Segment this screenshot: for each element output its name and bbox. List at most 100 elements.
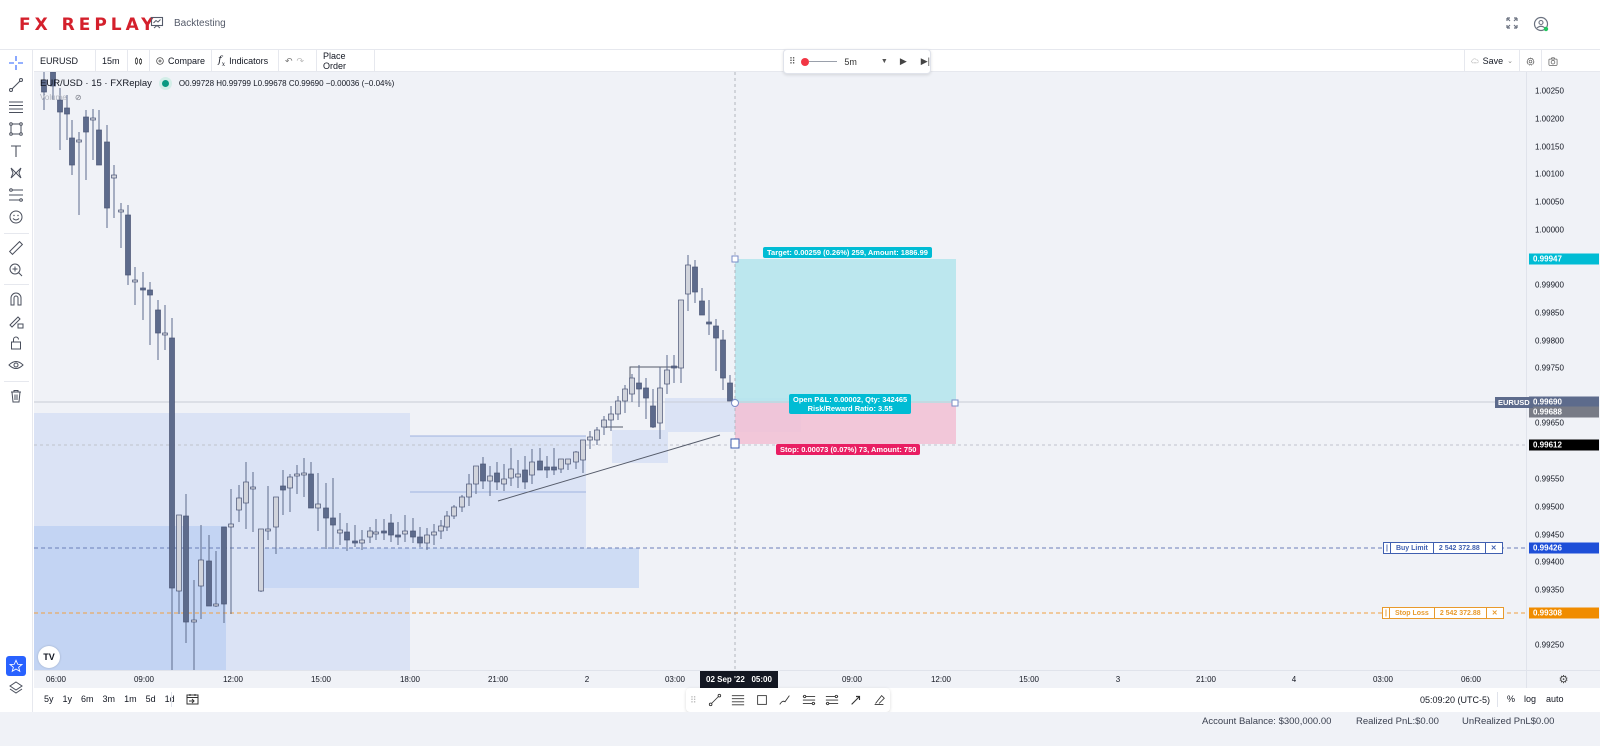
time-label: 21:00 (487, 675, 509, 684)
eye-icon[interactable] (6, 356, 26, 374)
fullscreen-icon[interactable] (1504, 16, 1520, 32)
eye-hidden-icon[interactable]: ⊘ (74, 93, 82, 102)
text-icon[interactable] (6, 142, 26, 160)
time-axis[interactable]: 06:00 09:00 12:00 15:00 18:00 21:00 2 03:00 09:0… (34, 670, 1526, 688)
trash-icon[interactable] (6, 387, 26, 405)
candle (206, 560, 212, 607)
price-tag: 0.99612 (1529, 439, 1599, 451)
target-zone[interactable] (735, 259, 956, 403)
order-qty[interactable]: 2 542 372.88 (1434, 543, 1486, 553)
emoji-icon[interactable] (6, 208, 26, 226)
lock-drawings-icon[interactable] (6, 312, 26, 330)
candle (622, 388, 628, 402)
close-order-icon[interactable]: ✕ (1491, 610, 1498, 617)
pattern-icon[interactable] (6, 164, 26, 182)
range-3m[interactable]: 3m (102, 694, 116, 704)
candle (359, 539, 365, 544)
legend-title[interactable]: EUR/USD · 15 · FXReplay (40, 78, 152, 89)
range-5y[interactable]: 5y (44, 694, 54, 704)
time-label: 3 (1115, 675, 1121, 684)
play-icon[interactable]: ▶ (899, 56, 907, 66)
horizontal-lines-icon[interactable] (6, 98, 26, 116)
price-label: 1.00150 (1535, 142, 1564, 152)
range-1m[interactable]: 1m (124, 694, 137, 704)
symbol-search[interactable]: EURUSD (34, 50, 96, 72)
lock-icon[interactable] (6, 334, 26, 352)
zoom-in-icon[interactable] (6, 261, 26, 279)
candle (323, 507, 329, 519)
trend-line[interactable] (497, 434, 721, 502)
price-tag: 0.99688 (1529, 406, 1599, 418)
crosshair-icon[interactable] (6, 54, 26, 72)
go-to-date-icon[interactable] (186, 693, 199, 707)
order-qty[interactable]: 2 542 372.88 (1435, 608, 1487, 618)
candle (678, 299, 684, 369)
indicators-button[interactable]: fx Indicators (212, 50, 279, 72)
place-order-button[interactable]: Place Order (317, 50, 375, 72)
range-5d[interactable]: 5d (145, 694, 156, 704)
magnet-icon[interactable] (6, 290, 26, 308)
fib-tool-icon[interactable] (6, 186, 26, 204)
screenshot-button[interactable] (1542, 50, 1564, 72)
range-6m[interactable]: 6m (81, 694, 94, 704)
candle (580, 439, 586, 461)
stop-loss-order[interactable]: | Stop Loss 2 542 372.88 ✕ (1382, 607, 1504, 619)
candle (551, 466, 557, 471)
range-1d[interactable]: 1d (164, 694, 175, 704)
short-position-icon[interactable] (821, 689, 843, 711)
parallel-channel-icon[interactable] (727, 689, 749, 711)
save-button[interactable]: Save ⌄ (1464, 50, 1520, 72)
camera-icon (1548, 56, 1558, 66)
candlestick-chart[interactable] (34, 72, 1526, 670)
long-position-icon[interactable] (798, 689, 820, 711)
candle (601, 419, 607, 428)
clock-time[interactable]: 05:09:20 (UTC-5) (1420, 695, 1491, 705)
layers-icon[interactable] (6, 679, 26, 697)
trend-line-icon[interactable] (704, 689, 726, 711)
range-1y[interactable]: 1y (62, 694, 73, 704)
drag-handle-icon[interactable]: ⠿ (690, 694, 697, 705)
undo-icon[interactable]: ↶ (285, 55, 293, 66)
volume-indicator-label[interactable]: Volume ⊘ (40, 93, 82, 102)
percent-toggle[interactable]: % (1507, 694, 1516, 704)
auto-toggle[interactable]: auto (1546, 694, 1564, 704)
buy-limit-order[interactable]: | Buy Limit 2 542 372.88 ✕ (1383, 542, 1503, 554)
compare-button[interactable]: Compare (150, 50, 212, 72)
arrow-icon[interactable] (845, 689, 867, 711)
candle (713, 325, 719, 339)
settings-button[interactable] (1520, 50, 1542, 72)
replay-speed[interactable]: 5m (844, 56, 857, 67)
speed-dropdown-icon[interactable]: ▼ (880, 58, 888, 65)
brush-icon[interactable] (774, 689, 796, 711)
chart-type-button[interactable] (128, 50, 150, 72)
candle (381, 530, 387, 534)
tradingview-logo[interactable]: TV (38, 646, 60, 668)
nav-backtesting[interactable]: Backtesting (150, 16, 226, 30)
step-forward-icon[interactable]: ▶| (920, 56, 930, 66)
price-label: 0.99250 (1535, 640, 1564, 650)
candle (228, 523, 234, 528)
chart-canvas[interactable]: EUR/USD · 15 · FXReplay O0.99728 H0.9979… (34, 72, 1526, 670)
rectangle-icon[interactable] (751, 689, 773, 711)
ruler-icon[interactable] (6, 239, 26, 257)
candle (473, 465, 479, 485)
favorites-star-icon[interactable] (6, 656, 26, 676)
candle (573, 451, 579, 463)
time-label: 03:00 (1372, 675, 1394, 684)
axis-settings-icon[interactable]: ⚙ (1526, 670, 1600, 688)
drag-handle-icon[interactable]: ⠿ (789, 56, 796, 66)
interval-selector[interactable]: 15m (96, 50, 128, 72)
candle (243, 481, 249, 504)
trend-line-icon[interactable] (6, 76, 26, 94)
candle (494, 472, 500, 483)
close-order-icon[interactable]: ✕ (1490, 545, 1497, 552)
replay-slider[interactable] (800, 57, 837, 66)
eraser-icon[interactable] (868, 689, 890, 711)
redo-icon[interactable]: ↷ (296, 55, 305, 66)
log-toggle[interactable]: log (1524, 694, 1537, 704)
price-axis[interactable]: 1.00250 1.00200 1.00150 1.00100 1.00050 1.000… (1526, 72, 1600, 670)
rectangle-icon[interactable] (6, 120, 26, 138)
user-account-icon[interactable] (1533, 16, 1549, 32)
candle (444, 515, 450, 528)
fx-replay-logo[interactable]: FX REPLAY (19, 15, 158, 35)
